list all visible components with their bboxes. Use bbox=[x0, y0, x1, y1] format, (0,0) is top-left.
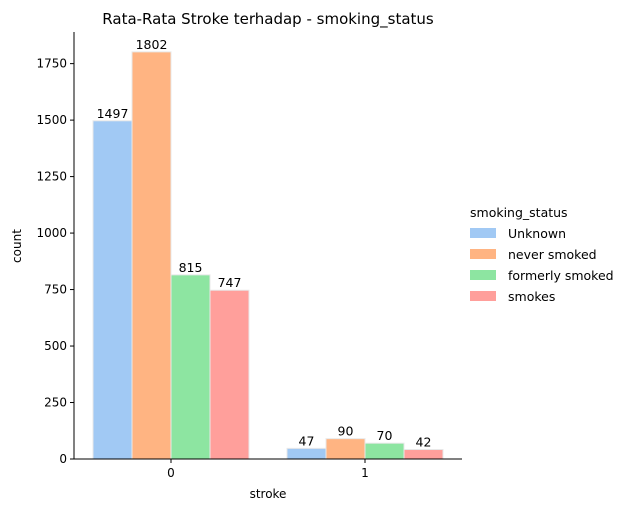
y-tick-label: 1750 bbox=[36, 57, 67, 71]
y-tick-label: 250 bbox=[44, 396, 67, 410]
legend-label: Unknown bbox=[508, 226, 566, 241]
legend-label: never smoked bbox=[508, 247, 597, 262]
data-label: 815 bbox=[179, 260, 203, 275]
legend-swatch bbox=[470, 270, 496, 280]
data-label: 47 bbox=[299, 433, 315, 448]
y-tick-label: 750 bbox=[44, 283, 67, 297]
legend-swatch bbox=[470, 291, 496, 301]
legend: smoking_status Unknown never smoked formerl… bbox=[470, 205, 614, 304]
x-tick-label: 0 bbox=[167, 466, 175, 480]
y-tick-label: 500 bbox=[44, 339, 67, 353]
data-label: 1802 bbox=[136, 37, 168, 52]
legend-label: smokes bbox=[508, 289, 555, 304]
data-label: 747 bbox=[218, 275, 242, 290]
data-label: 90 bbox=[338, 424, 354, 439]
bar-smokes-0 bbox=[209, 289, 250, 460]
legend-swatch bbox=[470, 249, 496, 259]
x-axis-label: stroke bbox=[250, 487, 287, 501]
bar-never-smoked-1 bbox=[325, 438, 366, 460]
chart-title: Rata-Rata Stroke terhadap - smoking_stat… bbox=[102, 10, 434, 29]
y-tick-label: 0 bbox=[59, 452, 67, 466]
y-tick-label: 1000 bbox=[36, 226, 67, 240]
bar-unknown-1 bbox=[286, 447, 327, 460]
legend-swatch bbox=[470, 228, 496, 238]
bar-never-smoked-0 bbox=[131, 51, 172, 460]
data-label: 70 bbox=[377, 428, 393, 443]
data-label: 1497 bbox=[97, 106, 129, 121]
y-tick-label: 1500 bbox=[36, 113, 67, 127]
bar-formerly-smoked-1 bbox=[364, 442, 405, 460]
data-label: 42 bbox=[416, 435, 432, 450]
y-tick-label: 1250 bbox=[36, 170, 67, 184]
x-tick-label: 1 bbox=[361, 466, 369, 480]
legend-title: smoking_status bbox=[470, 205, 568, 220]
bar-smokes-1 bbox=[403, 449, 444, 460]
bar-formerly-smoked-0 bbox=[170, 274, 211, 460]
plot-area: 1497 1802 815 747 47 90 70 42 0 250 500 750 1000 1250… bbox=[36, 32, 462, 480]
legend-label: formerly smoked bbox=[508, 268, 614, 283]
y-axis-label: count bbox=[10, 229, 24, 263]
bar-unknown-0 bbox=[92, 120, 133, 460]
